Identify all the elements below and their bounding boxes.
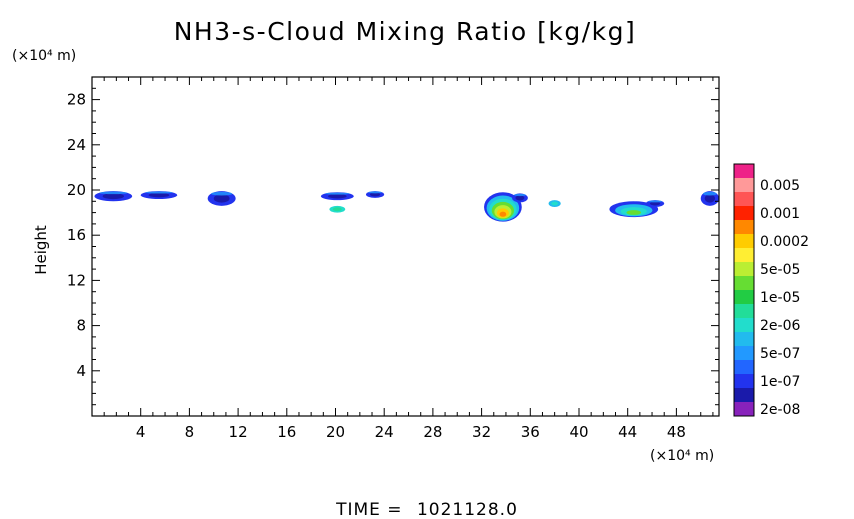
cloud-highlight — [324, 192, 350, 195]
time-value: 1021128.0 — [417, 500, 518, 519]
cloud-highlight — [99, 191, 128, 195]
colorbar-cell — [734, 346, 754, 361]
y-tick-label: 28 — [67, 91, 86, 109]
x-tick-label: 36 — [521, 423, 540, 441]
colorbar-frame — [733, 163, 755, 417]
colorbar-cell — [734, 304, 754, 319]
cloud-cell — [328, 193, 347, 199]
colorbar-label: 2e-06 — [760, 318, 800, 334]
y-axis-label: Height — [32, 225, 50, 275]
x-tick-label: 20 — [326, 423, 345, 441]
colorbar-label: 1e-05 — [760, 290, 800, 306]
colorbar-cell — [734, 178, 754, 193]
x-tick-label: 8 — [185, 423, 195, 441]
colorbar-cell — [734, 220, 754, 235]
cloud-cell — [551, 201, 559, 206]
colorbar-label: 0.005 — [760, 178, 800, 194]
y-axis: 4 8 12 16 20 24 28 — [67, 87, 719, 406]
colorbar-cell — [734, 402, 754, 417]
x-tick-label: 16 — [277, 423, 296, 441]
colorbar-label: 0.001 — [760, 206, 800, 222]
colorbar-cell — [734, 262, 754, 277]
colorbar-labels: 0.005 0.001 0.0002 5e-05 1e-05 2e-06 5e-07 1e-0… — [760, 178, 809, 418]
cloud-cell — [626, 210, 642, 215]
colorbar-label: 5e-05 — [760, 262, 800, 278]
cloud-cell — [369, 192, 381, 197]
x-tick-label: 4 — [136, 423, 146, 441]
cloud-field — [94, 191, 719, 222]
cloud-highlight — [648, 200, 662, 203]
y-tick-label: 20 — [67, 181, 86, 199]
cloud-cell — [148, 192, 170, 198]
plot-frame — [91, 76, 720, 417]
y-tick-label: 12 — [67, 271, 86, 289]
x-axis: 4 8 12 16 20 24 28 32 36 40 44 48 — [103, 77, 714, 441]
cloud-highlight — [703, 191, 717, 196]
cloud-highlight — [514, 193, 526, 197]
cloud-highlight — [211, 191, 233, 196]
colorbar-cell — [734, 360, 754, 375]
cloud-highlight — [368, 191, 382, 194]
y-tick-label: 4 — [76, 362, 86, 380]
colorbar-cell — [734, 248, 754, 263]
y-unit-label: (×10⁴ m) — [12, 48, 76, 64]
colorbar-cell — [734, 234, 754, 249]
colorbar-cell — [734, 192, 754, 207]
x-tick-label: 32 — [472, 423, 491, 441]
cloud-cell — [499, 211, 507, 217]
chart-title: NH3-s-Cloud Mixing Ratio [kg/kg] — [174, 17, 637, 46]
colorbar-cell — [734, 276, 754, 291]
cloud-highlight — [145, 191, 173, 194]
colorbar-cell — [734, 388, 754, 403]
colorbar-cell — [734, 164, 754, 179]
cloud-cell — [649, 201, 661, 206]
cloud-cell — [332, 207, 342, 212]
y-tick-label: 8 — [76, 317, 86, 335]
x-tick-label: 28 — [423, 423, 442, 441]
cloud-cell — [213, 194, 230, 203]
cloud-cell — [704, 194, 716, 203]
y-tick-label: 16 — [67, 226, 86, 244]
cloud-cell — [102, 193, 124, 200]
x-tick-label: 12 — [229, 423, 248, 441]
colorbar-cells — [733, 163, 755, 417]
colorbar: 0.005 0.001 0.0002 5e-05 1e-05 2e-06 5e-07 1e-0… — [733, 163, 809, 418]
x-tick-label: 48 — [667, 423, 686, 441]
time-label: TIME = — [335, 500, 402, 519]
colorbar-cell — [734, 332, 754, 347]
x-tick-label: 40 — [569, 423, 588, 441]
x-tick-label: 44 — [618, 423, 637, 441]
y-tick-label: 24 — [67, 136, 86, 154]
cloud-cell — [515, 195, 525, 201]
colorbar-cell — [734, 374, 754, 389]
colorbar-label: 1e-07 — [760, 374, 800, 390]
colorbar-label: 0.0002 — [760, 234, 809, 250]
x-unit-label: (×10⁴ m) — [650, 448, 714, 464]
x-tick-label: 24 — [375, 423, 394, 441]
colorbar-label: 5e-07 — [760, 346, 800, 362]
colorbar-cell — [734, 206, 754, 221]
time-footer: TIME = 1021128.0 — [335, 500, 518, 519]
colorbar-label: 2e-08 — [760, 402, 800, 418]
colorbar-cell — [734, 318, 754, 333]
colorbar-cell — [734, 290, 754, 305]
